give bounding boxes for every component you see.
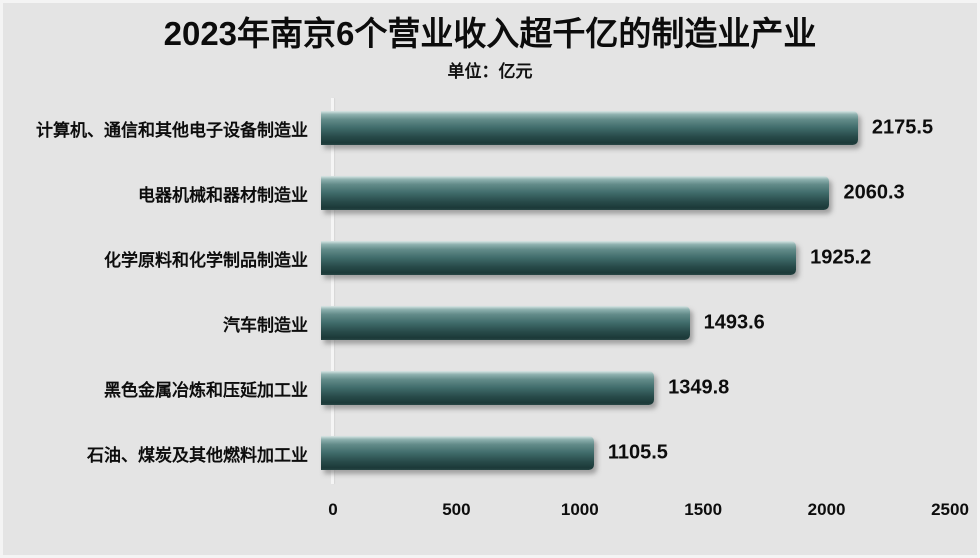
bar <box>321 241 797 276</box>
category-label: 石油、煤炭及其他燃料加工业 <box>87 445 308 465</box>
y-axis-line <box>331 97 334 484</box>
x-tick-label: 0 <box>328 499 338 519</box>
category-label: 黑色金属冶炼和压延加工业 <box>104 380 308 400</box>
bar-chart: 计算机、通信和其他电子设备制造业 2175.5 电器机械和器材制造业 2060.3 化学… <box>3 96 977 486</box>
x-tick-label: 1500 <box>684 499 723 519</box>
bar <box>321 436 594 471</box>
value-label: 2175.5 <box>871 116 934 139</box>
bar-track: 1925.2 <box>321 241 938 276</box>
chart-title: 2023年南京6个营业收入超千亿的制造业产业 <box>163 15 817 52</box>
x-tick-label: 500 <box>442 499 471 519</box>
value-label: 1925.2 <box>810 246 872 269</box>
value-label: 1493.6 <box>703 311 765 334</box>
x-tick-label: 2500 <box>931 499 969 519</box>
x-axis: 0 500 1000 1500 2000 2500 <box>328 494 969 536</box>
bar-row: 化学原料和化学制品制造业 1925.2 <box>3 226 977 291</box>
chart-header: 2023年南京6个营业收入超千亿的制造业产业 单位：亿元 <box>3 3 977 82</box>
bar-rows: 计算机、通信和其他电子设备制造业 2175.5 电器机械和器材制造业 2060.3 化学… <box>3 96 977 486</box>
value-label: 1105.5 <box>607 441 668 464</box>
bar-row: 电器机械和器材制造业 2060.3 <box>3 161 977 226</box>
bar-track: 1493.6 <box>321 306 938 341</box>
bar-track: 1349.8 <box>321 371 938 406</box>
bar <box>321 371 655 406</box>
category-label: 汽车制造业 <box>223 315 308 335</box>
bar-row: 计算机、通信和其他电子设备制造业 2175.5 <box>3 96 977 161</box>
bar-row: 黑色金属冶炼和压延加工业 1349.8 <box>3 356 977 421</box>
value-label: 1349.8 <box>668 376 730 399</box>
bar <box>321 111 858 146</box>
bar-track: 1105.5 <box>321 436 938 471</box>
x-tick-label: 2000 <box>807 499 846 519</box>
bar <box>321 176 830 211</box>
chart-subtitle: 单位：亿元 <box>447 61 533 81</box>
bar-row: 汽车制造业 1493.6 <box>3 291 977 356</box>
category-label: 化学原料和化学制品制造业 <box>104 250 308 270</box>
x-tick-label: 1000 <box>560 499 599 519</box>
value-label: 2060.3 <box>843 181 905 204</box>
bar <box>321 306 690 341</box>
category-label: 计算机、通信和其他电子设备制造业 <box>36 120 308 140</box>
bar-row: 石油、煤炭及其他燃料加工业 1105.5 <box>3 421 977 486</box>
bar-track: 2060.3 <box>321 176 938 211</box>
bar-track: 2175.5 <box>321 111 938 146</box>
category-label: 电器机械和器材制造业 <box>138 185 308 205</box>
